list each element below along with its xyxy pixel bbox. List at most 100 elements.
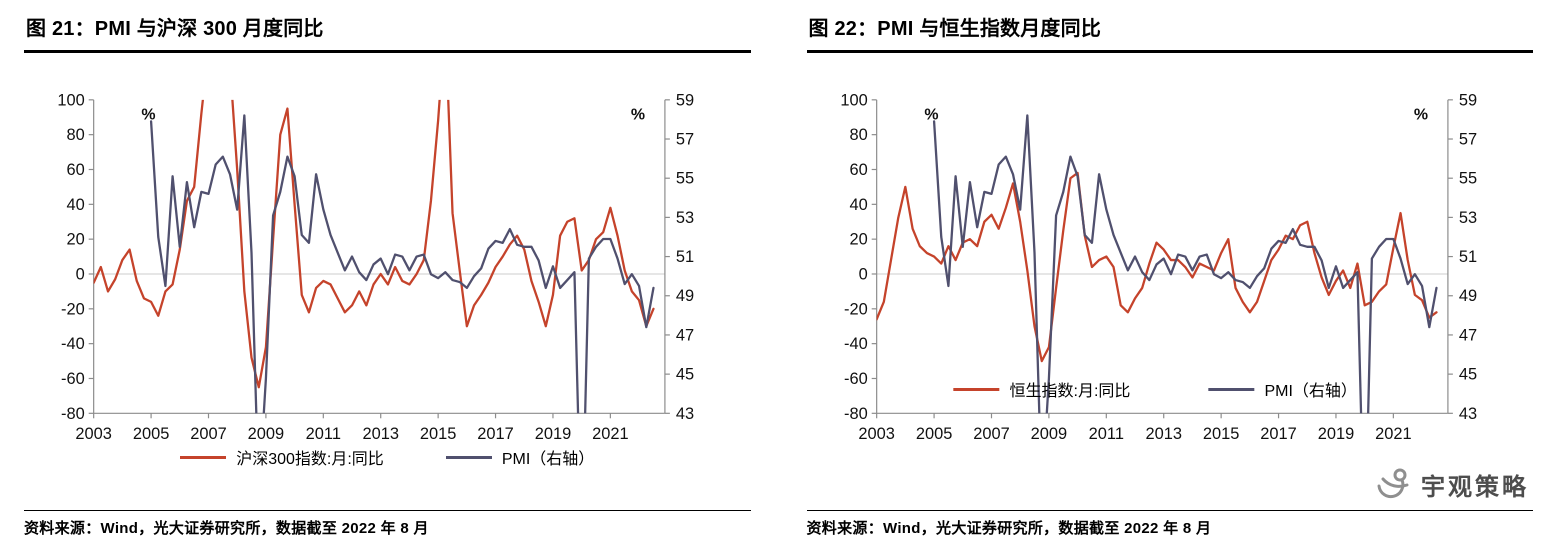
x-tick-label: 2011 — [306, 425, 341, 443]
left-tick-label: -20 — [61, 300, 85, 318]
x-tick-label: 2021 — [592, 425, 629, 443]
figure-21-source-note: 资料来源：Wind，光大证券研究所，数据截至 2022 年 8 月 — [24, 510, 751, 538]
x-tick-label: 2019 — [535, 425, 572, 443]
x-tick-label: 2009 — [248, 425, 285, 443]
left-tick-label: 60 — [66, 161, 84, 179]
right-tick-label: 57 — [676, 130, 694, 148]
legend-label-hsi: 恒生指数:月:同比 — [1009, 383, 1131, 401]
right-tick-label: 51 — [1458, 248, 1476, 266]
right-axis-unit: % — [1413, 107, 1427, 124]
left-tick-label: 20 — [849, 231, 867, 249]
right-tick-label: 59 — [1458, 91, 1476, 109]
right-tick-label: 53 — [676, 209, 694, 227]
right-tick-label: 57 — [1458, 130, 1476, 148]
series-line-0 — [876, 171, 1438, 363]
x-tick-label: 2017 — [1260, 425, 1297, 443]
left-tick-label: 60 — [849, 161, 867, 179]
figure-21-chart-area: 100 80 60 40 20 0 -20 -40 -60 -80 59 57 55 53 51 49 47 45… — [24, 65, 751, 443]
left-tick-label: 40 — [66, 196, 84, 214]
right-axis-ticks: 59 57 55 53 51 49 47 45 43 — [1447, 91, 1477, 423]
csi300-line-swatch — [180, 455, 227, 459]
left-tick-label: -20 — [843, 300, 867, 318]
pmi-line-swatch — [445, 455, 492, 459]
pmi-line-swatch-right — [1208, 387, 1255, 391]
x-tick-label: 2019 — [1317, 425, 1354, 443]
left-tick-label: -60 — [843, 370, 867, 388]
right-tick-label: 59 — [676, 91, 694, 109]
figure-22-legend: 恒生指数:月:同比 PMI（右轴） — [953, 377, 1357, 401]
panel-figure-22: 图 22：PMI 与恒生指数月度同比 100 80 60 40 20 0 -20 -40 -60… — [806, 10, 1534, 538]
legend-item-pmi: PMI（右轴） — [445, 445, 595, 469]
left-tick-label: 0 — [76, 265, 85, 283]
left-tick-label: -40 — [61, 335, 85, 353]
legend-item-pmi-right: PMI（右轴） — [1208, 377, 1357, 401]
right-tick-label: 55 — [676, 170, 694, 188]
legend-label-pmi-right: PMI（右轴） — [1264, 383, 1357, 401]
logo-bird-icon — [1377, 468, 1409, 499]
right-tick-label: 45 — [676, 366, 694, 384]
right-tick-label: 47 — [1458, 326, 1476, 344]
left-tick-label: -40 — [843, 335, 867, 353]
figure-22-chart-area: 100 80 60 40 20 0 -20 -40 -60 -80 59 57 55 53 51 49 47 45… — [807, 65, 1534, 443]
left-tick-label: 80 — [849, 126, 867, 144]
x-tick-label: 2003 — [75, 425, 112, 443]
x-tick-label: 2005 — [133, 425, 170, 443]
left-tick-label: -60 — [61, 370, 85, 388]
right-tick-label: 45 — [1458, 366, 1476, 384]
figure-21-chart-canvas: 100 80 60 40 20 0 -20 -40 -60 -80 59 57 55 53 51 49 47 45… — [57, 91, 694, 443]
logo-text: 宇观策略 — [1421, 473, 1529, 501]
x-tick-label: 2005 — [915, 425, 952, 443]
x-tick-label: 2007 — [190, 425, 227, 443]
x-tick-label: 2003 — [858, 425, 895, 443]
left-tick-label: 0 — [858, 265, 867, 283]
x-tick-label: 2013 — [362, 425, 399, 443]
left-tick-label: 80 — [66, 126, 84, 144]
series-line-0 — [93, 99, 655, 389]
hsi-line-swatch — [953, 387, 1000, 391]
right-axis-unit: % — [631, 107, 645, 124]
left-axis-ticks: 100 80 60 40 20 0 -20 -40 -60 -80 — [840, 91, 877, 423]
x-tick-label: 2015 — [420, 425, 457, 443]
left-tick-label: -80 — [61, 405, 85, 423]
legend-item-csi300: 沪深300指数:月:同比 — [180, 445, 384, 469]
left-tick-label: 20 — [66, 231, 84, 249]
right-tick-label: 55 — [1458, 170, 1476, 188]
right-tick-label: 51 — [676, 248, 694, 266]
right-axis-ticks: 59 57 55 53 51 49 47 45 43 — [664, 91, 694, 423]
figure-21-legend: 沪深300指数:月:同比 PMI（右轴） — [24, 445, 751, 469]
x-tick-label: 2013 — [1145, 425, 1182, 443]
left-axis-unit: % — [924, 107, 938, 124]
x-tick-label: 2017 — [477, 425, 514, 443]
x-tick-label: 2021 — [1375, 425, 1412, 443]
left-axis-unit: % — [141, 107, 155, 124]
right-tick-label: 49 — [1458, 287, 1476, 305]
x-tick-label: 2007 — [973, 425, 1010, 443]
x-axis-ticks: 2003 2005 2007 2009 2011 2013 2015 2017 2019 2021 — [858, 413, 1411, 443]
right-tick-label: 53 — [1458, 209, 1476, 227]
legend-label-pmi: PMI（右轴） — [501, 451, 595, 469]
left-tick-label: -80 — [843, 405, 867, 423]
left-tick-label: 100 — [840, 91, 867, 109]
legend-item-hsi: 恒生指数:月:同比 — [953, 377, 1131, 401]
right-tick-label: 47 — [676, 326, 694, 344]
figure-22-source-note: 资料来源：Wind，光大证券研究所，数据截至 2022 年 8 月 — [806, 510, 1533, 538]
figure-22-chart-canvas: 100 80 60 40 20 0 -20 -40 -60 -80 59 57 55 53 51 49 47 45… — [840, 91, 1477, 443]
yuguan-celve-logo: 宇观策略 — [1370, 466, 1529, 502]
left-axis-ticks: 100 80 60 40 20 0 -20 -40 -60 -80 — [57, 91, 94, 423]
figure-21-title: 图 21：PMI 与沪深 300 月度同比 — [24, 10, 751, 53]
figure-22-title: 图 22：PMI 与恒生指数月度同比 — [806, 10, 1533, 53]
legend-label-csi300: 沪深300指数:月:同比 — [236, 451, 384, 469]
x-tick-label: 2015 — [1202, 425, 1239, 443]
x-tick-label: 2009 — [1030, 425, 1067, 443]
right-tick-label: 43 — [676, 405, 694, 423]
x-axis-ticks: 2003 2005 2007 2009 2011 2013 2015 2017 2019 2021 — [75, 413, 629, 443]
series-line-1 — [149, 114, 655, 414]
series-line-1 — [932, 114, 1438, 414]
right-tick-label: 43 — [1458, 405, 1476, 423]
axes — [875, 99, 1449, 414]
right-tick-label: 49 — [676, 287, 694, 305]
x-tick-label: 2011 — [1088, 425, 1123, 443]
left-tick-label: 100 — [57, 91, 84, 109]
panel-figure-21: 图 21：PMI 与沪深 300 月度同比 100 80 60 40 20 0 -20 -40… — [24, 10, 751, 538]
